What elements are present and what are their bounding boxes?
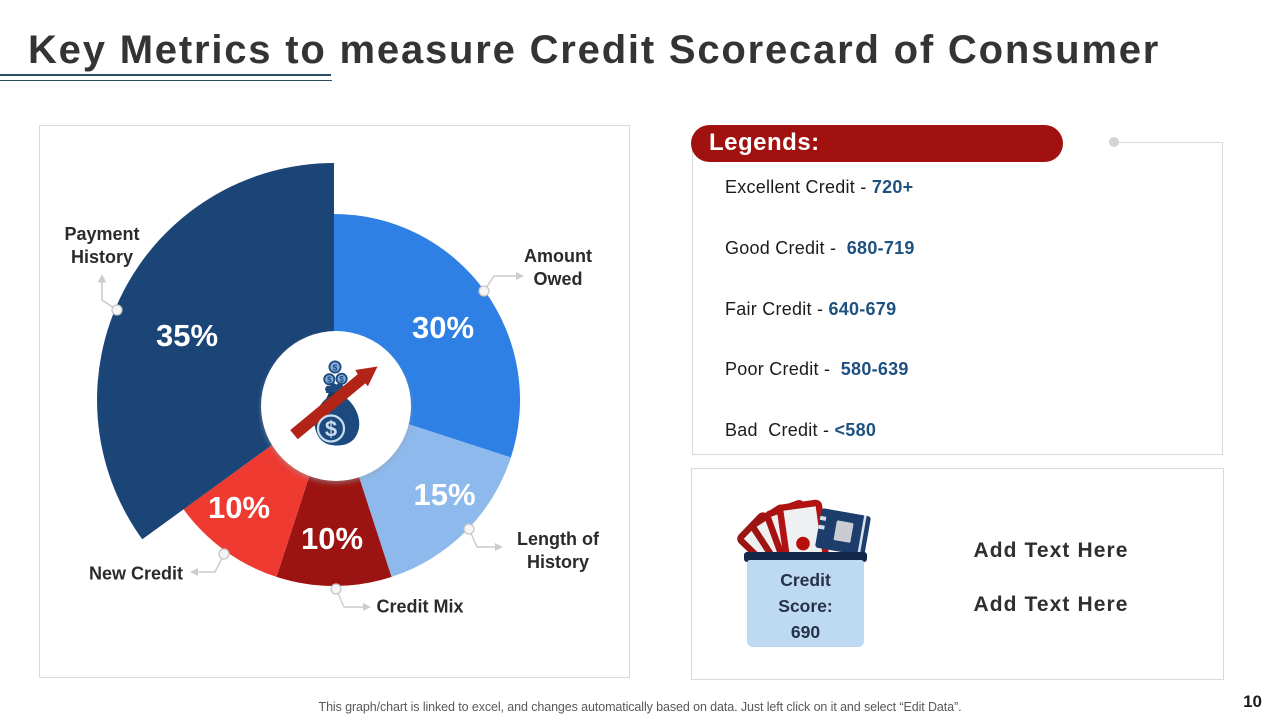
svg-text:$: $	[339, 375, 344, 384]
svg-text:$: $	[327, 376, 332, 385]
svg-text:$: $	[325, 417, 337, 442]
svg-text:$: $	[333, 362, 338, 372]
